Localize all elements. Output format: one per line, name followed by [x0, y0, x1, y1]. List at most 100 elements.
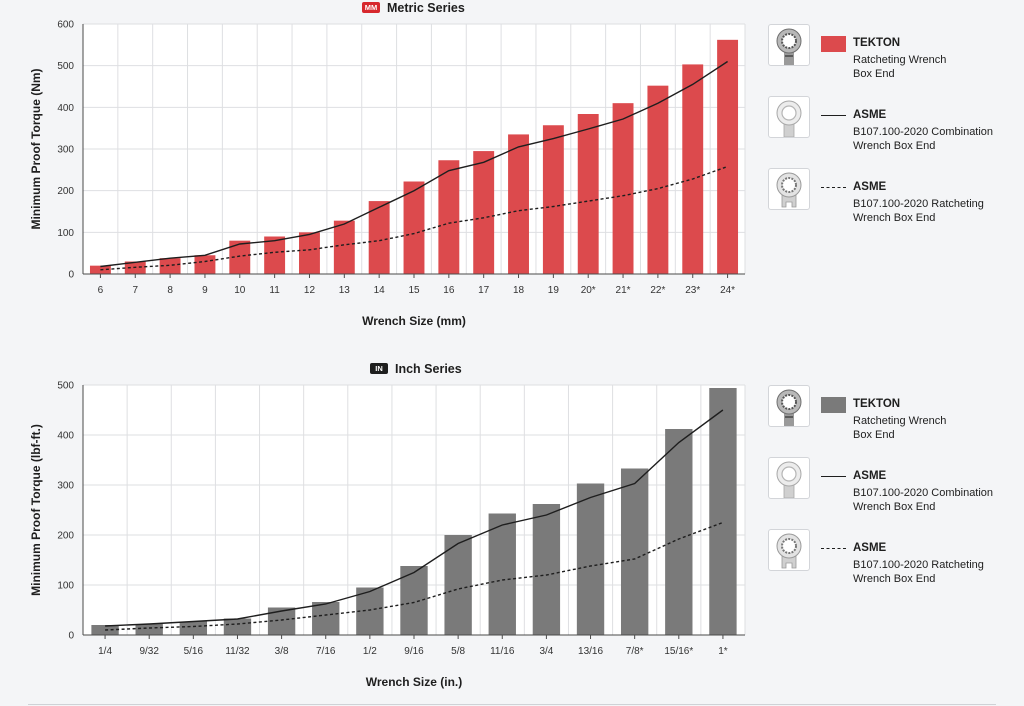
- bar: [576, 483, 605, 635]
- legend-name: TEKTON: [853, 398, 901, 410]
- bar: [488, 513, 516, 635]
- bar: [473, 151, 495, 274]
- chart-title-group: IN Inch Series: [370, 362, 462, 376]
- legend-desc-line-2: Wrench Box End: [853, 501, 936, 513]
- x-tick-label: 7/8*: [626, 646, 644, 657]
- x-tick-label: 11: [269, 285, 280, 296]
- series-badge-label: IN: [375, 364, 383, 373]
- legend-desc-line-1: B107.100-2020 Ratcheting: [853, 559, 984, 571]
- bar: [620, 468, 649, 635]
- y-tick-label: 100: [57, 228, 74, 239]
- bar: [135, 624, 163, 635]
- bar: [223, 618, 252, 635]
- ratcheting-wrench-icon: [776, 28, 802, 65]
- x-tick-label: 20*: [581, 285, 596, 296]
- legend-name: ASME: [853, 181, 887, 193]
- x-tick-label: 5/16: [184, 646, 204, 657]
- x-tick-label: 11/16: [490, 646, 515, 657]
- x-tick-label: 9/32: [139, 646, 159, 657]
- y-tick-label: 400: [57, 103, 74, 114]
- y-tick-label: 0: [68, 270, 74, 281]
- x-tick-label: 17: [478, 285, 490, 296]
- y-tick-label: 100: [57, 581, 74, 592]
- x-tick-label: 22*: [650, 285, 665, 296]
- combination-wrench-thumbnail: [768, 96, 810, 138]
- bar: [400, 566, 428, 635]
- legend-desc-line-1: B107.100-2020 Combination: [853, 487, 994, 499]
- ratcheting-wrench-icon: [776, 389, 802, 426]
- bar: [299, 232, 320, 274]
- x-tick-label: 9: [202, 285, 208, 296]
- x-tick-label: 7: [132, 285, 138, 296]
- bar: [264, 236, 286, 274]
- legend-desc-line-2: Wrench Box End: [853, 140, 936, 152]
- ratcheting-box-wrench-icon: [776, 172, 802, 208]
- x-axis-title: Wrench Size (in.): [366, 675, 462, 689]
- legend-swatch-dashed-line: [821, 187, 846, 188]
- ratcheting-box-wrench-thumbnail: [768, 529, 810, 571]
- bar: [665, 429, 693, 635]
- ratcheting-box-wrench-icon: [776, 533, 802, 569]
- bar: [159, 258, 181, 274]
- x-tick-label: 3/8: [275, 646, 289, 657]
- x-tick-label: 12: [304, 285, 316, 296]
- chart-title: Inch Series: [395, 362, 462, 376]
- legend-swatch-dashed-line: [821, 548, 846, 549]
- inch-legend: TEKTON Ratcheting Wrench Box End ASME B1…: [768, 385, 1024, 601]
- legend-swatch-tekton: [821, 397, 846, 413]
- x-tick-label: 9/16: [404, 646, 424, 657]
- x-tick-label: 15/16*: [664, 646, 693, 657]
- bar: [438, 160, 460, 274]
- series-badge: [370, 363, 388, 374]
- x-tick-label: 24*: [720, 285, 735, 296]
- bar: [91, 625, 119, 635]
- inch-chart: IN Inch Series 0 100 200 300 400 500 1/4 9/32 5/16…: [29, 362, 746, 689]
- y-axis-title: Minimum Proof Torque (lbf-ft.): [29, 424, 43, 596]
- bar: [577, 114, 599, 274]
- x-tick-label: 13: [339, 285, 351, 296]
- x-axis-title: Wrench Size (mm): [362, 314, 466, 328]
- x-tick-label: 13/16: [578, 646, 603, 657]
- bar: [194, 255, 216, 274]
- x-tick-label: 21*: [616, 285, 631, 296]
- combination-wrench-thumbnail: [768, 457, 810, 499]
- asme-ratcheting-line: [105, 521, 724, 631]
- x-tick-label: 1*: [718, 646, 728, 657]
- bar: [647, 85, 669, 275]
- y-tick-label: 400: [57, 431, 74, 442]
- legend-name: TEKTON: [853, 37, 901, 49]
- y-axis-title: Minimum Proof Torque (Nm): [29, 68, 43, 229]
- bar: [229, 240, 251, 274]
- ratcheting-wrench-thumbnail: [768, 24, 810, 66]
- legend-desc-line-2: Wrench Box End: [853, 573, 936, 585]
- ratcheting-wrench-thumbnail: [768, 385, 810, 427]
- y-tick-label: 300: [57, 481, 74, 492]
- legend-desc-line-2: Box End: [853, 68, 895, 80]
- x-tick-label: 8: [167, 285, 173, 296]
- legend-desc-line-1: Ratcheting Wrench: [853, 415, 947, 427]
- legend-desc-line-1: B107.100-2020 Ratcheting: [853, 198, 984, 210]
- x-tick-label: 7/16: [316, 646, 336, 657]
- bar: [179, 621, 208, 635]
- y-tick-label: 500: [57, 381, 74, 392]
- legend-entry-tekton: TEKTON Ratcheting Wrench Box End: [768, 24, 1024, 96]
- legend-swatch-solid-line: [821, 115, 846, 116]
- combination-wrench-icon: [776, 461, 802, 498]
- bar: [368, 201, 390, 274]
- bar: [542, 125, 564, 274]
- x-tick-label: 10: [234, 285, 246, 296]
- legend-desc-line-1: Ratcheting Wrench: [853, 54, 947, 66]
- bar: [709, 388, 737, 635]
- bar: [333, 220, 355, 274]
- legend-entry-asme-combination: ASME B107.100-2020 Combination Wrench Bo…: [768, 457, 1024, 529]
- x-tick-label: 6: [98, 285, 104, 296]
- bar: [508, 134, 529, 274]
- bar: [356, 587, 384, 635]
- legend-entry-asme-ratcheting: ASME B107.100-2020 Ratcheting Wrench Box…: [768, 529, 1024, 601]
- x-tick-label: 16: [443, 285, 455, 296]
- x-tick-label: 1/2: [363, 646, 377, 657]
- legend-entry-asme-ratcheting: ASME B107.100-2020 Ratcheting Wrench Box…: [768, 168, 1024, 240]
- legend-name: ASME: [853, 109, 887, 121]
- combination-wrench-icon: [776, 100, 802, 137]
- x-tick-label: 11/32: [225, 646, 250, 657]
